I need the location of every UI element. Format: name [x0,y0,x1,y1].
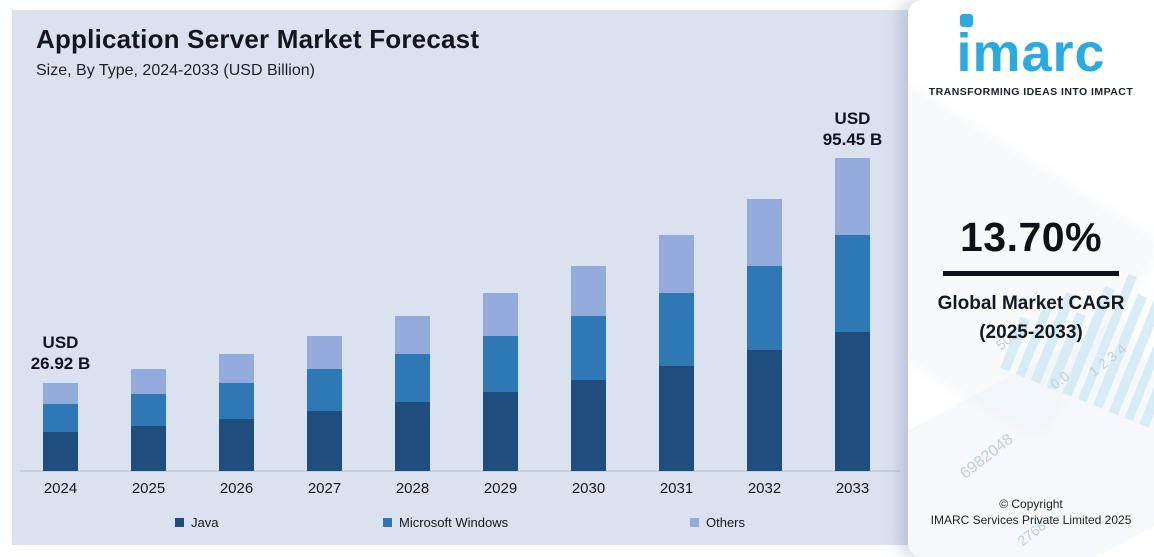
bar-2028 [395,316,430,471]
legend-item-java: Java [175,515,218,530]
x-axis-label-2030: 2030 [571,480,606,497]
legend-swatch-icon [690,518,699,527]
bar-segment-microsoft-windows [43,404,78,432]
x-axis-label-2028: 2028 [395,480,430,497]
legend-label: Java [191,515,219,530]
bar-2027 [307,336,342,471]
logo-text: imarc [956,14,1105,80]
x-axis-line [20,470,900,472]
bar-segment-java [571,379,606,471]
bar-2026 [219,354,254,471]
bar-2033 [835,158,870,471]
bar-segment-microsoft-windows [307,369,342,412]
bar-segment-java [659,365,694,471]
bar-segment-others [395,316,430,354]
x-axis-label-2026: 2026 [219,480,254,497]
x-axis-label-2032: 2032 [747,480,782,497]
bar-segment-microsoft-windows [571,316,606,380]
bar-segment-others [131,369,166,395]
bar-segment-others [747,199,782,266]
bar-value-label-2024: USD 26.92 B [30,333,91,374]
bar-2029 [483,292,518,471]
bar-segment-microsoft-windows [483,336,518,392]
legend-label: Microsoft Windows [399,515,509,530]
bar-segment-java [219,418,254,471]
bar-segment-microsoft-windows [835,234,870,332]
bar-2031 [659,234,694,471]
legend-swatch-icon [383,518,392,527]
bar-segment-java [307,411,342,471]
bar-segment-java [747,349,782,471]
cagr-label: Global Market CAGR (2025-2033) [908,290,1154,347]
bar-segment-java [835,331,870,471]
x-axis-label-2024: 2024 [43,480,78,497]
x-axis-label-2031: 2031 [659,480,694,497]
bar-segment-java [131,425,166,471]
bar-segment-java [43,431,78,471]
bar-segment-others [43,382,78,405]
logo-tagline: TRANSFORMING IDEAS INTO IMPACT [928,86,1134,98]
bar-2032 [747,199,782,471]
chart-subtitle: Size, By Type, 2024-2033 (USD Billion) [36,62,315,79]
bar-segment-others [835,158,870,235]
bar-2024 [43,382,78,471]
bar-segment-others [219,354,254,383]
bar-2030 [571,265,606,471]
bar-segment-java [483,391,518,471]
imarc-logo: imarc TRANSFORMING IDEAS INTO IMPACT [908,14,1154,98]
bar-segment-others [307,336,342,370]
sidebar: 500.0 0.0 1 2 3 4 6982048 2768 imarc TRA… [908,0,1154,557]
bar-segment-others [483,292,518,337]
bar-segment-microsoft-windows [219,382,254,419]
bar-segment-microsoft-windows [659,292,694,366]
chart-panel: Application Server Market Forecast Size,… [12,10,908,545]
cagr-divider [943,271,1119,276]
bar-value-label-2033: USD 95.45 B [822,108,883,149]
x-axis-label-2027: 2027 [307,480,342,497]
cagr-value: 13.70% [959,214,1103,260]
x-axis-label-2033: 2033 [835,480,870,497]
legend-item-microsoft-windows: Microsoft Windows [383,515,508,530]
bar-segment-microsoft-windows [747,265,782,350]
bar-segment-java [395,402,430,471]
legend-swatch-icon [175,518,184,527]
bar-segment-microsoft-windows [131,394,166,426]
copyright-line1: © Copyright [999,497,1063,511]
cagr-label-line1: Global Market CAGR [937,293,1125,314]
copyright: © Copyright IMARC Services Private Limit… [908,497,1154,528]
page-title: Application Server Market Forecast [36,24,480,54]
bar-segment-microsoft-windows [395,354,430,402]
bar-segment-others [659,234,694,293]
bar-segment-others [571,265,606,316]
copyright-line2: IMARC Services Private Limited 2025 [930,512,1132,527]
legend-item-others: Others [690,515,745,530]
bars-plot: 2024 2025 2026 2027 2028 2029 2030 2031 2032 2033… [12,10,908,545]
cagr-label-line2: (2025-2033) [979,321,1083,343]
x-axis-label-2025: 2025 [131,480,166,497]
cagr-block: 13.70% Global Market CAGR (2025-2033) [908,214,1154,347]
x-axis-label-2029: 2029 [483,480,518,497]
bar-2025 [131,369,166,471]
logo-i-dot-icon [960,14,974,27]
legend-label: Others [706,515,746,530]
legend: Java Microsoft Windows Others [12,515,908,539]
